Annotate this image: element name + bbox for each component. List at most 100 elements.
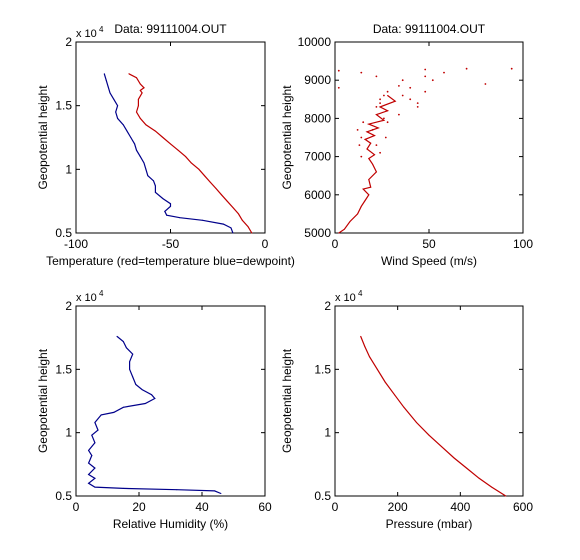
y-tick-label: 10000: [298, 35, 332, 49]
data-point: [151, 394, 153, 396]
data-point: [154, 185, 156, 187]
data-point: [362, 121, 365, 124]
data-point: [484, 83, 487, 85]
data-point: [132, 353, 134, 355]
data-point: [416, 102, 419, 104]
data-point: [125, 347, 127, 349]
data-point: [375, 144, 378, 147]
data-point: [401, 79, 404, 82]
y-multiplier: x 10 4: [335, 289, 363, 304]
data-point: [153, 180, 154, 182]
data-point: [364, 200, 366, 201]
data-point: [141, 389, 143, 391]
data-point: [384, 136, 387, 139]
data-point: [370, 186, 372, 188]
data-point: [136, 77, 137, 79]
data-point: [88, 462, 90, 464]
data-point: [232, 207, 234, 208]
data-point: [232, 232, 234, 234]
data-point: [220, 493, 222, 494]
data-point: [214, 490, 216, 492]
x-axis-label: Wind Speed (m/s): [381, 254, 477, 268]
data-point: [117, 105, 119, 107]
data-point: [116, 335, 118, 337]
data-point: [371, 129, 374, 131]
data-point: [379, 151, 381, 154]
data-point: [126, 130, 128, 132]
data-point: [129, 361, 131, 363]
data-point: [368, 158, 370, 159]
data-point: [376, 368, 378, 370]
x-tick-label: 0: [262, 237, 269, 251]
y-tick-label: 1.5: [55, 362, 72, 376]
series-1: [128, 73, 253, 234]
data-point: [465, 67, 468, 70]
x-tick-label: -50: [162, 237, 180, 251]
data-point: [424, 90, 427, 93]
series-1: [87, 335, 222, 495]
chart-title: Data: 99111004.OUT: [114, 22, 227, 36]
data-point: [387, 110, 389, 112]
y-multiplier-exponent: 4: [358, 289, 363, 298]
y-tick-label: 2: [65, 299, 72, 313]
data-point: [368, 179, 370, 180]
y-tick-label: 1.5: [314, 362, 331, 376]
y-tick-label: 1.5: [55, 99, 72, 113]
y-multiplier-base: x 10: [76, 292, 97, 304]
x-tick-label: 0: [73, 500, 80, 514]
data-point: [416, 106, 419, 108]
y-tick-label: 9000: [304, 73, 331, 87]
data-point: [154, 398, 156, 399]
data-point: [384, 381, 386, 383]
data-point: [349, 221, 351, 222]
data-point: [209, 181, 211, 183]
data-point: [226, 200, 228, 202]
data-point: [398, 113, 400, 116]
data-point: [394, 394, 395, 396]
data-point: [343, 228, 345, 230]
data-point: [366, 131, 368, 133]
data-point: [105, 79, 107, 81]
data-point: [129, 368, 131, 370]
data-point: [143, 162, 145, 164]
y-axis-label: Geopotential height: [280, 348, 294, 453]
data-point: [176, 489, 178, 491]
data-point: [360, 335, 362, 337]
data-point: [144, 403, 146, 404]
data-point: [91, 434, 93, 436]
data-point: [139, 89, 141, 91]
data-point: [170, 203, 171, 205]
data-point: [115, 111, 117, 113]
data-point: [113, 411, 115, 413]
series-line: [103, 73, 234, 234]
data-point: [368, 194, 370, 196]
data-point: [251, 232, 253, 234]
axes-frame: [75, 305, 266, 497]
y-tick-label: 7000: [304, 150, 331, 164]
x-tick-label: 20: [132, 500, 146, 514]
data-point: [134, 143, 136, 145]
data-point: [401, 94, 404, 97]
data-point: [360, 155, 363, 158]
x-tick-label: 100: [513, 237, 533, 251]
data-point: [215, 187, 217, 189]
data-point: [428, 434, 430, 436]
series-1: [360, 335, 507, 497]
data-point: [238, 213, 239, 215]
x-tick-label: -100: [64, 237, 88, 251]
data-point: [136, 149, 137, 151]
y-tick-label: 0.5: [55, 226, 72, 240]
data-point: [510, 67, 513, 70]
data-point: [94, 486, 96, 488]
data-point: [135, 384, 137, 385]
data-point: [409, 98, 412, 101]
y-axis-label: Geopotential height: [36, 85, 50, 190]
data-point: [338, 232, 340, 234]
data-point: [394, 100, 396, 102]
data-point: [360, 136, 363, 139]
data-point: [132, 376, 134, 378]
data-point: [369, 356, 370, 358]
data-point: [478, 477, 480, 479]
data-point: [386, 121, 389, 124]
data-point: [424, 75, 427, 78]
